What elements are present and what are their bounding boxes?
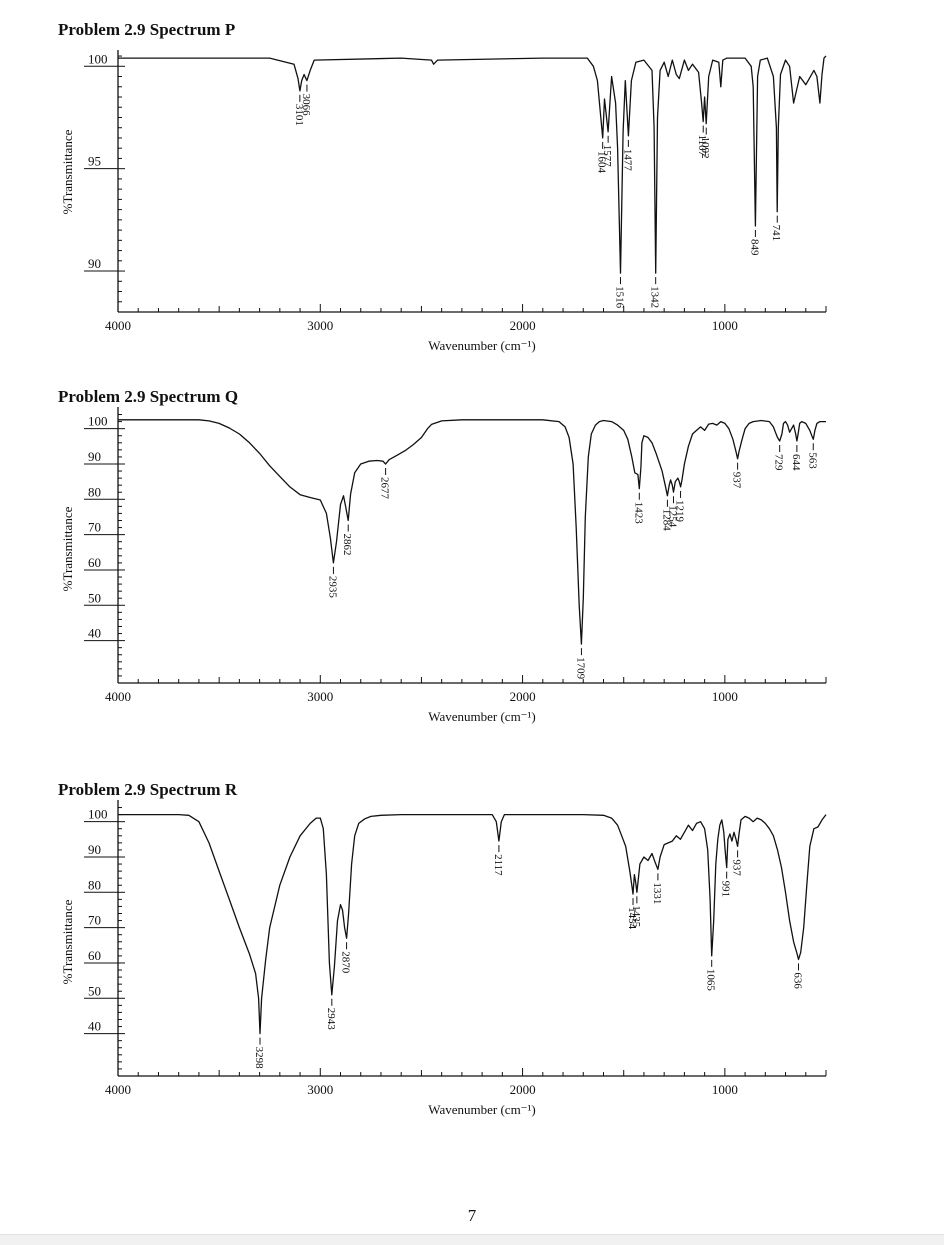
x-tick-label: 4000: [105, 1082, 131, 1097]
y-tick-label: 70: [88, 913, 101, 928]
peak-label: 1423: [632, 502, 644, 525]
spectrum-p-chart: 90 95 100 4000 3000 2000 1000 Wavenumber (cm⁻¹)…: [60, 50, 827, 353]
chart-title: Problem 2.9 Spectrum P: [58, 20, 236, 39]
peak-label: 1284: [660, 509, 672, 532]
peak-label: 2862: [341, 534, 353, 556]
y-tick-label: 70: [88, 520, 101, 535]
spectrum-trace: [118, 55, 827, 274]
peak-label: 729: [773, 454, 785, 471]
peak-label: 937: [731, 859, 743, 876]
peak-label: 636: [791, 972, 803, 989]
y-axis-label: %Transmittance: [60, 506, 75, 591]
x-tick-label: 3000: [307, 318, 333, 333]
y-tick-label: 100: [88, 807, 108, 822]
x-tick-label: 2000: [510, 1082, 536, 1097]
peak-label: 1254: [666, 505, 678, 528]
peak-label: 1477: [621, 149, 633, 172]
spectrum-trace: [118, 813, 827, 1035]
peak-label: 991: [720, 881, 732, 898]
peak-label: 1219: [674, 500, 686, 523]
peak-label: 1604: [596, 151, 608, 174]
peak-label: 2677: [379, 477, 391, 500]
x-tick-label: 1000: [712, 1082, 738, 1097]
y-tick-label: 50: [88, 983, 101, 998]
peak-label: 1342: [649, 286, 661, 308]
peak-label: 1065: [705, 969, 717, 992]
peak-label: 1454: [626, 907, 638, 929]
x-axis-label: Wavenumber (cm⁻¹): [428, 338, 536, 353]
y-tick-label: 60: [88, 555, 101, 570]
peak-label: 2943: [325, 1008, 337, 1031]
peak-label: 1435: [630, 905, 642, 928]
peak-label: 1092: [699, 137, 711, 159]
x-tick-label: 2000: [510, 689, 536, 704]
y-tick-label: 100: [88, 414, 108, 429]
peak-label: 2117: [492, 854, 504, 876]
spectrum-q-chart: 40 50 60 70 80 90 100 4000 3000 2000 1000 Wavenumbe…: [60, 407, 827, 724]
peak-label: 1107: [696, 135, 708, 157]
spectrum-r-panel: Problem 2.9 Spectrum R 40 50 60 70 80 90 100 40…: [0, 780, 944, 1150]
x-axis-label: Wavenumber (cm⁻¹): [428, 709, 536, 724]
peak-label: 3101: [293, 104, 305, 126]
x-tick-label: 1000: [712, 689, 738, 704]
y-tick-label: 50: [88, 590, 101, 605]
y-tick-label: 40: [88, 626, 101, 641]
x-tick-label: 3000: [307, 689, 333, 704]
peak-label: 563: [806, 452, 818, 469]
peak-label: 2935: [326, 576, 338, 599]
y-tick-label: 80: [88, 877, 101, 892]
chart-title: Problem 2.9 Spectrum Q: [58, 387, 239, 406]
spectrum-r-chart: 40 50 60 70 80 90 100 4000 3000 2000 1000 Wavenumbe…: [60, 800, 827, 1117]
y-axis-label: %Transmittance: [60, 899, 75, 984]
chart-title: Problem 2.9 Spectrum R: [58, 780, 238, 799]
peak-label: 1577: [601, 145, 613, 168]
peak-label: 849: [748, 239, 760, 256]
peak-label: 937: [731, 472, 743, 489]
x-tick-label: 1000: [712, 318, 738, 333]
x-axis-label: Wavenumber (cm⁻¹): [428, 1102, 536, 1117]
x-tick-label: 2000: [510, 318, 536, 333]
x-tick-label: 3000: [307, 1082, 333, 1097]
y-tick-label: 90: [88, 842, 101, 857]
y-tick-label: 60: [88, 948, 101, 963]
y-tick-label: 80: [88, 484, 101, 499]
y-tick-label: 95: [88, 154, 101, 169]
peak-label: 3066: [300, 94, 312, 117]
viewer-footer-bar: [0, 1234, 944, 1245]
page-number: 7: [467, 1206, 477, 1225]
y-axis-label: %Transmittance: [60, 129, 75, 214]
spectrum-trace: [118, 419, 826, 645]
y-tick-label: 100: [88, 51, 108, 66]
x-tick-label: 4000: [105, 318, 131, 333]
peak-label: 1516: [613, 286, 625, 309]
spectrum-q-panel: Problem 2.9 Spectrum Q 40 50 60 70 80 90 100 40…: [0, 387, 944, 747]
peak-label: 1709: [574, 657, 586, 680]
y-tick-label: 90: [88, 449, 101, 464]
peak-label: 2870: [340, 951, 352, 974]
peak-label: 1331: [651, 882, 663, 904]
peak-label: 3298: [253, 1047, 265, 1070]
y-tick-label: 40: [88, 1019, 101, 1034]
peak-label: 741: [770, 225, 782, 242]
peak-label: 644: [790, 454, 802, 471]
y-tick-label: 90: [88, 256, 101, 271]
spectrum-p-panel: Problem 2.9 Spectrum P 90 95 100 4000 3000 20…: [0, 20, 944, 360]
x-tick-label: 4000: [105, 689, 131, 704]
